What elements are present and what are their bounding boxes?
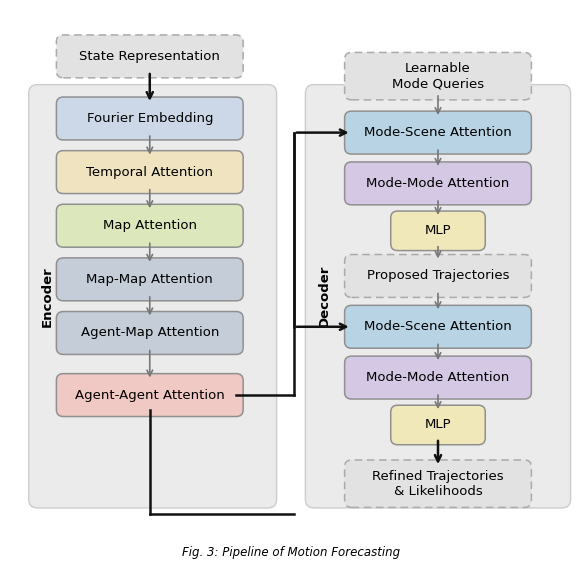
FancyBboxPatch shape bbox=[391, 405, 485, 445]
Text: Proposed Trajectories: Proposed Trajectories bbox=[367, 270, 509, 283]
FancyBboxPatch shape bbox=[391, 211, 485, 251]
Text: Mode-Scene Attention: Mode-Scene Attention bbox=[364, 126, 512, 139]
Text: Learnable
Mode Queries: Learnable Mode Queries bbox=[392, 62, 484, 90]
FancyBboxPatch shape bbox=[56, 373, 243, 417]
FancyBboxPatch shape bbox=[29, 84, 276, 508]
Text: Fourier Embedding: Fourier Embedding bbox=[87, 112, 213, 125]
Text: Map Attention: Map Attention bbox=[103, 219, 197, 232]
Text: Encoder: Encoder bbox=[41, 266, 54, 327]
Text: Map-Map Attention: Map-Map Attention bbox=[86, 273, 213, 286]
FancyBboxPatch shape bbox=[56, 150, 243, 194]
FancyBboxPatch shape bbox=[56, 97, 243, 140]
FancyBboxPatch shape bbox=[306, 84, 570, 508]
Text: Refined Trajectories
& Likelihoods: Refined Trajectories & Likelihoods bbox=[372, 470, 504, 498]
Text: State Representation: State Representation bbox=[79, 50, 220, 63]
Text: Temporal Attention: Temporal Attention bbox=[86, 166, 213, 178]
Text: MLP: MLP bbox=[425, 225, 451, 237]
Text: Agent-Map Attention: Agent-Map Attention bbox=[80, 327, 219, 340]
FancyBboxPatch shape bbox=[345, 111, 531, 154]
FancyBboxPatch shape bbox=[345, 52, 531, 100]
Text: Decoder: Decoder bbox=[318, 265, 331, 328]
Text: Mode-Mode Attention: Mode-Mode Attention bbox=[366, 371, 510, 384]
Text: Agent-Agent Attention: Agent-Agent Attention bbox=[75, 389, 225, 402]
FancyBboxPatch shape bbox=[56, 258, 243, 301]
FancyBboxPatch shape bbox=[56, 204, 243, 247]
Text: Mode-Scene Attention: Mode-Scene Attention bbox=[364, 320, 512, 333]
Text: Fig. 3: Pipeline of Motion Forecasting: Fig. 3: Pipeline of Motion Forecasting bbox=[182, 545, 400, 559]
FancyBboxPatch shape bbox=[345, 255, 531, 298]
FancyBboxPatch shape bbox=[345, 162, 531, 205]
FancyBboxPatch shape bbox=[345, 356, 531, 399]
Text: Mode-Mode Attention: Mode-Mode Attention bbox=[366, 177, 510, 190]
FancyBboxPatch shape bbox=[56, 312, 243, 355]
FancyBboxPatch shape bbox=[345, 460, 531, 507]
Text: MLP: MLP bbox=[425, 418, 451, 431]
FancyBboxPatch shape bbox=[345, 306, 531, 348]
FancyBboxPatch shape bbox=[56, 35, 243, 78]
